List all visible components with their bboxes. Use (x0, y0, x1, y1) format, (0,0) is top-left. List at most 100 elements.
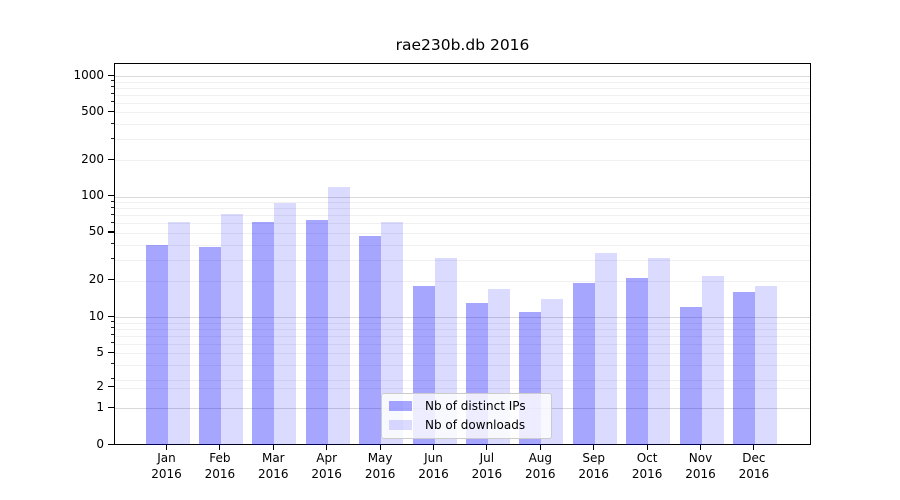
gridline-minor (115, 280, 810, 282)
x-tick-mark (219, 444, 221, 450)
y-minor-tick-mark (110, 321, 114, 322)
y-minor-tick-mark (110, 200, 114, 202)
x-tick-mark (699, 444, 702, 450)
x-tick-label: May 2016 (350, 451, 410, 482)
bar-distinct-ips-jan (145, 244, 168, 446)
gridline-minor (115, 215, 810, 217)
gridline-minor (115, 223, 810, 225)
y-tick-mark (107, 195, 114, 197)
y-tick-label: 100 (81, 188, 104, 203)
y-minor-tick-mark (110, 101, 114, 103)
x-tick-mark (539, 444, 541, 450)
x-tick-month: Jun (424, 451, 443, 465)
y-tick-label: 20 (88, 272, 104, 287)
gridline-minor (115, 139, 810, 141)
x-tick-label: Aug 2016 (510, 451, 570, 482)
x-tick-mark (379, 444, 381, 450)
gridline-minor (115, 335, 810, 337)
bar-downloads-mar (274, 203, 297, 446)
x-tick-year: 2016 (418, 466, 449, 481)
gridline-minor (115, 353, 810, 355)
bar-distinct-ips-nov (679, 307, 702, 446)
x-tick-year: 2016 (311, 466, 342, 481)
bar-downloads-apr (327, 187, 350, 446)
y-tick-mark (107, 279, 114, 281)
gridline-minor (115, 160, 810, 162)
gridline-minor (115, 232, 810, 234)
y-minor-tick-mark (110, 258, 114, 260)
bar-downloads-dec (754, 286, 777, 446)
y-tick-label: 0 (96, 436, 104, 451)
x-tick-month: Aug (528, 451, 553, 465)
y-minor-tick-mark (110, 378, 114, 380)
legend-item-downloads: Nb of downloads (389, 417, 544, 434)
x-tick-year: 2016 (525, 466, 556, 481)
x-tick-month: Mar (261, 451, 285, 465)
y-minor-tick-mark (110, 363, 114, 365)
x-tick-year: 2016 (364, 466, 396, 481)
x-tick-label: Jan 2016 (137, 451, 197, 482)
legend: Nb of distinct IPs Nb of downloads (381, 392, 552, 439)
y-minor-tick-mark (110, 80, 114, 82)
y-tick-label: 2 (96, 379, 104, 394)
gridline-minor (115, 259, 810, 261)
x-tick-year: 2016 (258, 466, 289, 481)
bar-downloads-oct (648, 257, 671, 446)
x-tick-year: 2016 (151, 466, 182, 481)
gridline-minor (115, 387, 810, 389)
y-tick-mark (107, 386, 114, 388)
y-minor-tick-mark (110, 342, 114, 344)
y-minor-tick-mark (110, 206, 114, 208)
x-tick-year: 2016 (685, 466, 716, 481)
x-tick-mark (486, 444, 488, 450)
y-tick-label: 200 (81, 151, 104, 166)
x-tick-year: 2016 (471, 466, 503, 481)
bar-distinct-ips-sep (572, 283, 595, 446)
y-tick-mark (107, 231, 114, 233)
y-minor-tick-mark (110, 243, 114, 244)
x-tick-mark (165, 444, 168, 450)
y-tick-mark (107, 351, 114, 353)
x-tick-label: Feb 2016 (190, 451, 250, 482)
x-tick-label: Mar 2016 (243, 451, 303, 482)
chart-title: rae230b.db 2016 (395, 36, 530, 54)
x-tick-mark (646, 444, 648, 450)
gridline-minor (115, 343, 810, 345)
y-tick-mark (107, 158, 114, 161)
gridline-minor (115, 328, 810, 330)
y-tick-mark (107, 406, 114, 408)
legend-item-distinct-ips: Nb of distinct IPs (389, 398, 544, 415)
bar-distinct-ips-may (359, 236, 382, 446)
x-tick-month: Nov (688, 451, 713, 465)
x-tick-month: Dec (742, 451, 766, 465)
bar-downloads-nov (701, 275, 724, 446)
gridline-minor (115, 202, 810, 204)
bar-distinct-ips-apr (305, 219, 328, 446)
bar-downloads-may (381, 221, 404, 446)
y-minor-tick-mark (110, 86, 114, 88)
y-minor-tick-mark (110, 213, 114, 215)
y-tick-label: 50 (88, 224, 104, 239)
gridline-minor (115, 87, 810, 89)
x-tick-label: Dec 2016 (724, 451, 784, 482)
x-tick-year: 2016 (631, 466, 663, 481)
x-tick-month: Feb (209, 451, 231, 465)
x-tick-mark (432, 444, 435, 450)
x-tick-month: May (367, 451, 393, 465)
x-tick-mark (593, 444, 595, 450)
legend-label-distinct-ips: Nb of distinct IPs (425, 398, 526, 413)
x-tick-month: Jan (157, 451, 176, 465)
x-tick-mark (753, 444, 755, 450)
gridline-minor (115, 112, 810, 114)
legend-swatch-downloads-icon (389, 420, 412, 431)
x-tick-mark (272, 444, 274, 450)
x-tick-year: 2016 (578, 466, 609, 481)
gridline-minor (115, 81, 810, 83)
y-minor-tick-mark (110, 93, 114, 95)
x-tick-label: Sep 2016 (564, 451, 624, 482)
gridline-minor (115, 208, 810, 210)
legend-swatch-distinct-ips-icon (389, 400, 412, 411)
gridline-major (115, 317, 810, 318)
bar-distinct-ips-dec (732, 292, 755, 446)
